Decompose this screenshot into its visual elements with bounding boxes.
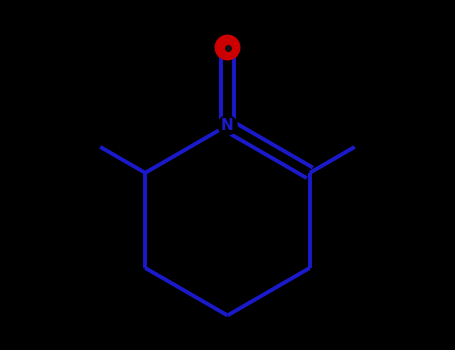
Text: N: N <box>221 118 234 133</box>
Circle shape <box>218 116 237 135</box>
Circle shape <box>215 35 240 61</box>
